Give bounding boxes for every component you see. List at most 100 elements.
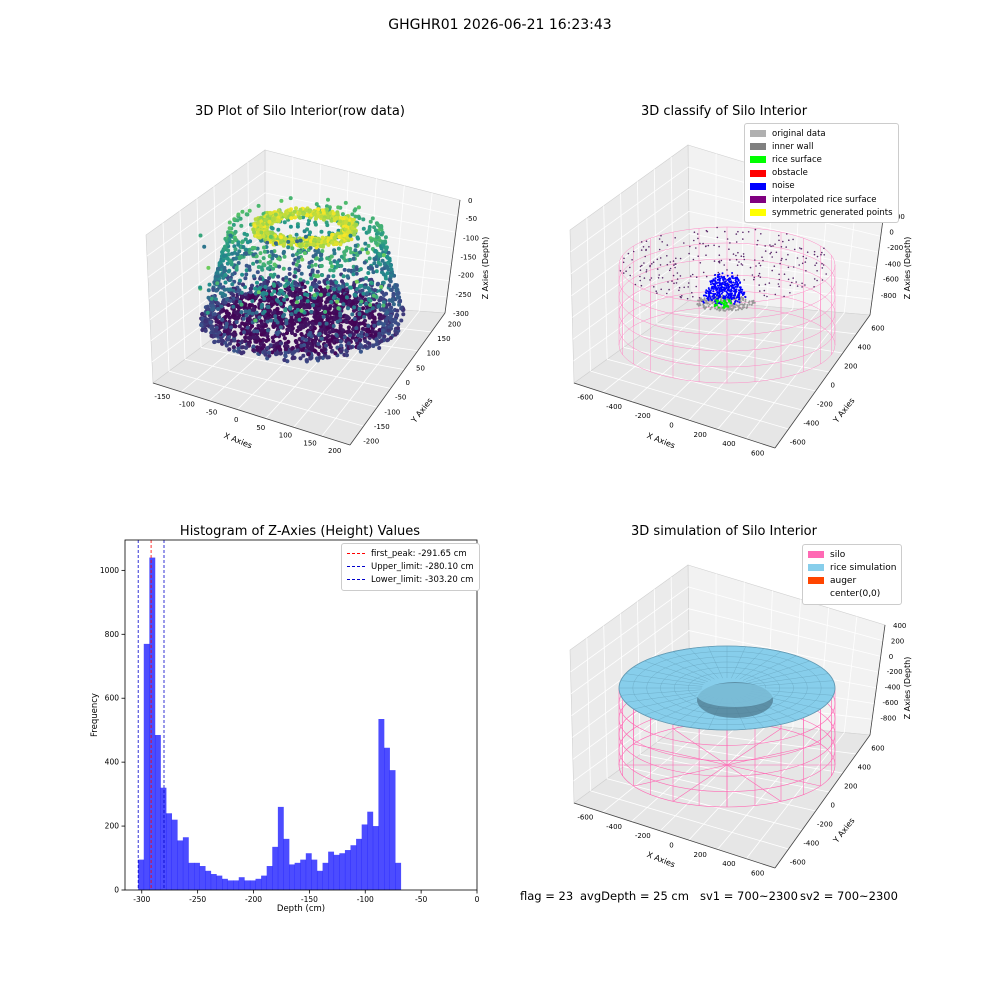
p2-gridline bbox=[631, 303, 742, 402]
raw-data-point bbox=[308, 285, 313, 290]
original-data-point bbox=[731, 308, 734, 311]
noise-point bbox=[741, 294, 744, 296]
raw-data-point bbox=[385, 338, 390, 343]
raw-data-point bbox=[219, 264, 224, 269]
raw-data-point bbox=[361, 306, 366, 311]
histogram-bar bbox=[378, 719, 385, 890]
raw-data-point bbox=[311, 303, 316, 308]
raw-data-point bbox=[317, 318, 322, 323]
raw-data-point bbox=[240, 272, 245, 277]
raw-data-point bbox=[276, 227, 281, 232]
raw-data-point bbox=[279, 341, 284, 346]
interpolated-point bbox=[813, 278, 816, 280]
noise-point bbox=[715, 286, 717, 289]
raw-data-point bbox=[244, 345, 249, 350]
raw-data-point bbox=[276, 310, 281, 315]
raw-data-point bbox=[328, 315, 334, 320]
raw-data-point bbox=[315, 269, 320, 274]
noise-point bbox=[730, 298, 733, 301]
p2-gridline bbox=[745, 312, 845, 439]
noise-point bbox=[726, 274, 729, 277]
raw-data-point bbox=[284, 321, 289, 326]
p1-gridline bbox=[290, 157, 294, 302]
raw-data-point bbox=[209, 300, 214, 305]
p1-y-axis-line bbox=[349, 312, 446, 446]
rice-mesh-line bbox=[646, 656, 808, 720]
raw-data-point bbox=[379, 284, 384, 289]
silo-wire bbox=[618, 258, 836, 336]
noise-point bbox=[716, 284, 719, 287]
raw-data-point bbox=[346, 341, 351, 346]
p1-x-tick-label: -150 bbox=[154, 393, 170, 401]
raw-data-point bbox=[312, 348, 317, 353]
rice-surface-point bbox=[713, 305, 716, 308]
p2-gridline bbox=[688, 308, 794, 421]
raw-data-point bbox=[317, 280, 322, 285]
interpolated-point bbox=[792, 277, 794, 279]
histogram-frame bbox=[124, 539, 478, 891]
raw-data-point bbox=[365, 329, 370, 334]
noise-point bbox=[716, 287, 719, 290]
raw-data-point bbox=[365, 291, 369, 296]
p2-gridline bbox=[656, 323, 843, 354]
interpolated-point bbox=[821, 251, 823, 254]
original-data-point bbox=[738, 307, 741, 310]
legend-label: inner wall bbox=[772, 141, 814, 152]
raw-data-point bbox=[232, 244, 237, 249]
histogram-bar bbox=[272, 846, 279, 890]
raw-data-point bbox=[312, 326, 317, 331]
legend-swatch bbox=[750, 169, 766, 177]
noise-point bbox=[739, 282, 741, 284]
rice-surface-point bbox=[730, 301, 732, 304]
raw-data-point bbox=[226, 302, 231, 307]
raw-data-point bbox=[272, 262, 277, 267]
p4-x-tick-label: 400 bbox=[722, 860, 735, 868]
interpolated-point bbox=[696, 233, 699, 235]
raw-data-point bbox=[359, 334, 364, 339]
raw-data-point bbox=[258, 276, 263, 281]
raw-data-point bbox=[209, 315, 214, 320]
raw-data-point bbox=[307, 218, 311, 223]
raw-data-point bbox=[360, 247, 365, 252]
interpolated-point bbox=[772, 245, 774, 247]
raw-data-point bbox=[252, 224, 257, 229]
raw-data-point bbox=[371, 293, 376, 298]
p4-z-axis-line bbox=[869, 624, 886, 736]
original-data-point bbox=[699, 304, 702, 307]
raw-data-point bbox=[307, 235, 312, 240]
raw-data-point bbox=[304, 348, 309, 353]
interpolated-point bbox=[795, 281, 797, 283]
interpolated-point bbox=[713, 244, 715, 247]
interpolated-point bbox=[642, 246, 645, 248]
noise-point bbox=[736, 277, 739, 280]
raw-data-point bbox=[282, 312, 287, 317]
noise-point bbox=[721, 291, 724, 294]
raw-data-point bbox=[366, 271, 371, 275]
raw-data-point bbox=[353, 248, 358, 253]
raw-data-point bbox=[203, 328, 208, 333]
original-data-point bbox=[737, 308, 740, 311]
raw-data-point bbox=[370, 266, 374, 271]
raw-data-point bbox=[314, 245, 319, 250]
raw-data-point bbox=[298, 238, 303, 243]
raw-data-point bbox=[313, 262, 318, 267]
interpolated-point bbox=[639, 279, 641, 282]
interpolated-point bbox=[641, 264, 643, 267]
raw-data-point bbox=[262, 296, 267, 301]
raw-data-point bbox=[389, 335, 393, 340]
p1-y-tick-label: -200 bbox=[363, 438, 379, 446]
raw-data-point bbox=[315, 310, 320, 315]
interpolated-point bbox=[695, 285, 697, 288]
p4-z-tick-label: 0 bbox=[889, 653, 893, 661]
raw-data-point bbox=[352, 305, 357, 310]
raw-data-point bbox=[288, 208, 292, 213]
interpolated-point bbox=[760, 233, 762, 235]
p1-z-tick-label: -50 bbox=[466, 215, 477, 223]
raw-data-point bbox=[273, 212, 278, 217]
raw-data-point bbox=[335, 263, 340, 268]
raw-data-point bbox=[364, 332, 369, 337]
interpolated-point bbox=[749, 266, 752, 269]
raw-data-point bbox=[356, 205, 361, 210]
raw-data-point bbox=[316, 342, 321, 346]
silo-wire bbox=[726, 728, 782, 766]
